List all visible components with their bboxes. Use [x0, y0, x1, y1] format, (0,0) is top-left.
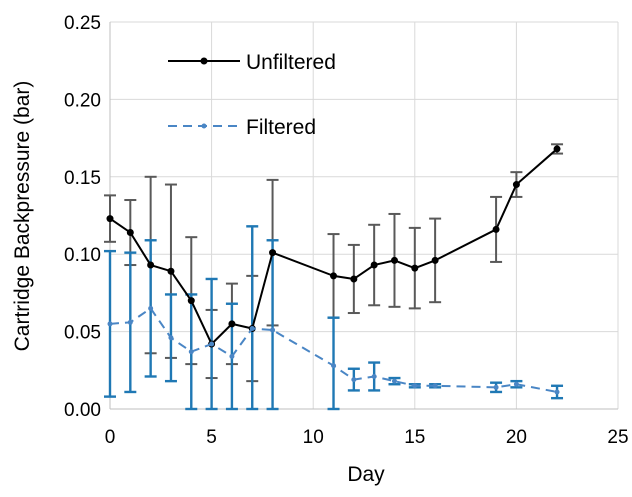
data-point-unfiltered	[187, 297, 195, 305]
x-tick-label: 10	[303, 427, 324, 448]
data-point-filtered	[188, 349, 194, 355]
data-point-filtered	[249, 326, 255, 332]
legend-item-unfiltered: Unfiltered	[168, 51, 336, 74]
legend: Unfiltered Filtered	[168, 51, 336, 139]
y-tick-label: 0.25	[64, 13, 101, 34]
series-line-filtered	[109, 307, 558, 393]
data-point-filtered	[412, 383, 418, 389]
x-axis-title: Day	[347, 463, 385, 486]
data-point-unfiltered	[126, 229, 134, 237]
data-point-unfiltered	[492, 225, 500, 233]
data-point-unfiltered	[370, 261, 378, 269]
data-point-filtered	[127, 319, 133, 325]
data-point-unfiltered	[330, 272, 338, 280]
data-point-unfiltered	[431, 256, 439, 264]
data-point-filtered	[391, 378, 397, 384]
data-point-unfiltered	[106, 215, 114, 223]
data-point-filtered	[554, 389, 560, 395]
legend-label-unfiltered: Unfiltered	[246, 51, 336, 74]
data-point-filtered	[229, 353, 235, 359]
data-point-filtered	[107, 321, 113, 327]
data-point-unfiltered	[512, 181, 520, 189]
x-tick-label: 15	[404, 427, 425, 448]
series-lines	[106, 145, 561, 395]
data-point-unfiltered	[167, 267, 175, 275]
x-tick-label: 5	[206, 427, 217, 448]
gridlines	[109, 21, 619, 410]
legend-item-filtered: Filtered	[168, 116, 316, 139]
data-point-filtered	[493, 384, 499, 390]
data-point-filtered	[351, 377, 357, 383]
data-point-unfiltered	[553, 145, 561, 153]
y-tick-label: 0.00	[64, 400, 101, 421]
series-line-unfiltered	[109, 148, 558, 345]
data-point-unfiltered	[269, 249, 277, 257]
data-point-unfiltered	[411, 264, 419, 272]
data-point-unfiltered	[228, 320, 236, 328]
data-point-filtered	[209, 341, 215, 347]
data-point-filtered	[513, 381, 519, 387]
y-tick-label: 0.05	[64, 323, 101, 344]
legend-marker-unfiltered	[200, 57, 208, 65]
data-point-filtered	[168, 335, 174, 341]
data-point-unfiltered	[350, 275, 358, 283]
tick-labels: 0 5 10 15 20 25 0.00 0.05 0.10 0.15 0.20 0.25	[64, 13, 629, 448]
data-point-unfiltered	[147, 261, 155, 269]
x-tick-label: 20	[506, 427, 527, 448]
data-point-filtered	[432, 383, 438, 389]
legend-marker-filtered	[201, 123, 207, 129]
legend-label-filtered: Filtered	[246, 116, 316, 139]
data-point-filtered	[331, 363, 337, 369]
data-point-filtered	[148, 305, 154, 311]
data-point-filtered	[371, 373, 377, 379]
axes	[109, 22, 618, 410]
y-axis-title: Cartridge Backpressure (bar)	[11, 81, 34, 352]
y-tick-label: 0.10	[64, 245, 101, 266]
x-tick-label: 25	[607, 427, 628, 448]
data-point-filtered	[270, 327, 276, 333]
x-tick-label: 0	[105, 427, 116, 448]
y-tick-label: 0.20	[64, 90, 101, 111]
data-point-unfiltered	[390, 256, 398, 264]
y-tick-label: 0.15	[64, 168, 101, 189]
